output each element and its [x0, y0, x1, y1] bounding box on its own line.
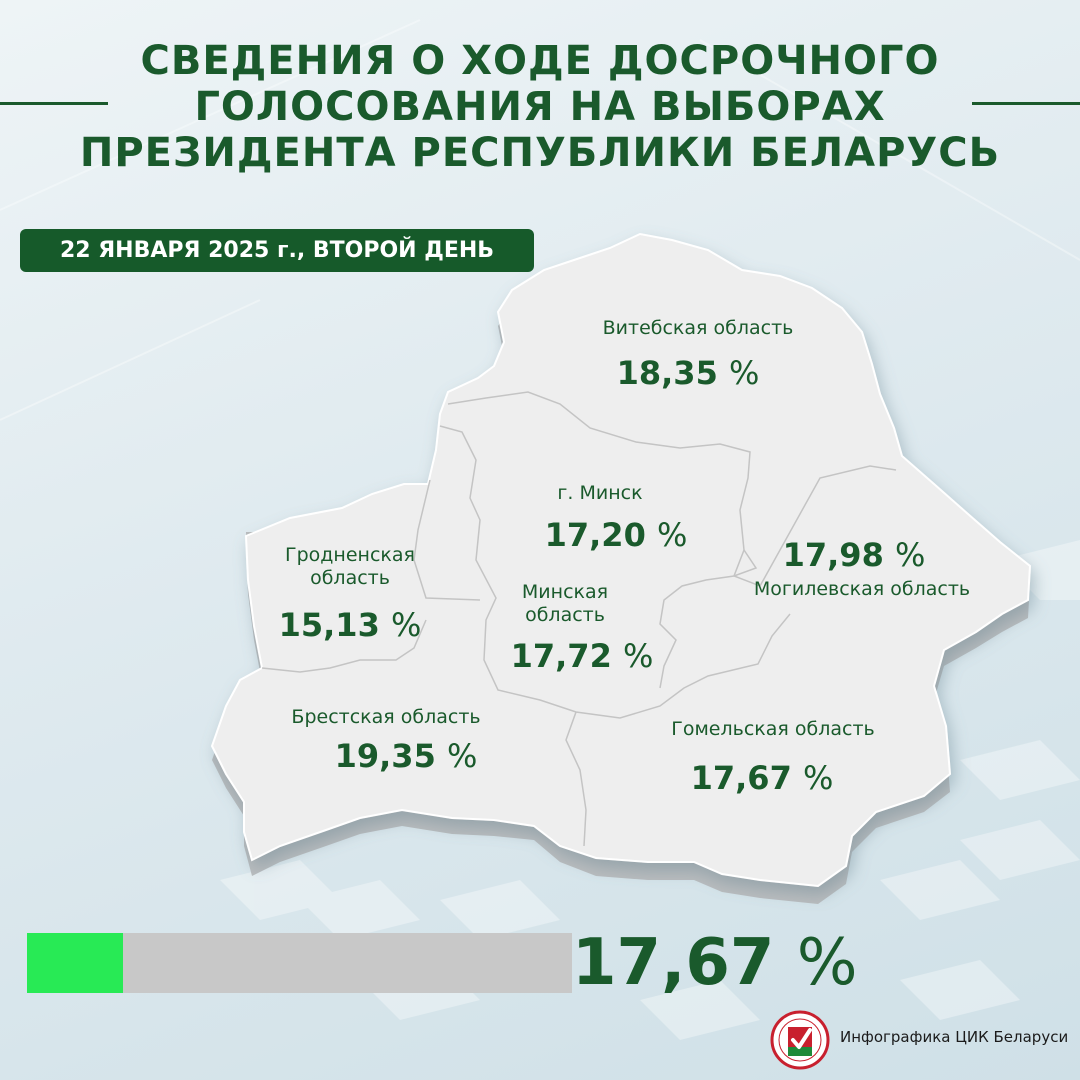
- region-value-minsk-city: 17,20 %: [516, 516, 716, 554]
- percent-sign: %: [622, 637, 654, 675]
- value: 17,67: [572, 926, 775, 1000]
- region-value-grodno: 15,13 %: [250, 606, 450, 644]
- region-value-minsk-region: 17,72 %: [482, 637, 682, 675]
- region-name-minsk-city: г. Минск: [557, 482, 643, 504]
- region-borders: [261, 391, 897, 847]
- title-rule-right: [972, 102, 1080, 105]
- value: 17,72: [510, 637, 612, 675]
- map-land: [210, 232, 1032, 888]
- total-progress-bar: [27, 933, 572, 993]
- percent-sign: %: [390, 606, 422, 644]
- cik-emblem-icon: [770, 1010, 830, 1070]
- region-name-gomel: Гомельская область: [671, 718, 875, 740]
- value: 15,13: [278, 606, 380, 644]
- title-line: ГОЛОСОВАНИЯ НА ВЫБОРАХ: [194, 84, 886, 130]
- title-rule-left: [0, 102, 108, 105]
- region-value-brest: 19,35 %: [306, 737, 506, 775]
- percent-sign: %: [728, 354, 760, 392]
- value: 17,20: [544, 516, 646, 554]
- region-value-gomel: 17,67 %: [662, 759, 862, 797]
- date-badge: 22 ЯНВАРЯ 2025 г., ВТОРОЙ ДЕНЬ: [20, 229, 534, 272]
- region-value-mogilev: 17,98 %: [754, 536, 954, 574]
- percent-sign: %: [656, 516, 688, 554]
- page-title: СВЕДЕНИЯ О ХОДЕ ДОСРОЧНОГО ГОЛОСОВАНИЯ Н…: [0, 38, 1080, 176]
- title-line: СВЕДЕНИЯ О ХОДЕ ДОСРОЧНОГО: [140, 38, 940, 84]
- region-name-mogilev: Могилевская область: [753, 578, 971, 600]
- region-name-grodno-line2: область: [310, 567, 390, 589]
- value: 19,35: [334, 737, 436, 775]
- region-name-brest: Брестская область: [291, 706, 481, 728]
- footer-credit: Инфографика ЦИК Беларуси: [840, 1028, 1069, 1046]
- total-value: 17,67 %: [572, 925, 858, 1001]
- title-line: ПРЕЗИДЕНТА РЕСПУБЛИКИ БЕЛАРУСЬ: [79, 130, 1001, 176]
- value: 17,67: [690, 759, 792, 797]
- value: 17,98: [782, 536, 884, 574]
- region-name-minsk-region-line2: область: [525, 604, 605, 626]
- region-value-vitebsk: 18,35 %: [588, 354, 788, 392]
- total-progress-fill: [27, 933, 124, 993]
- percent-sign: %: [796, 926, 858, 1000]
- percent-sign: %: [894, 536, 926, 574]
- region-name-grodno-line1: Гродненская: [285, 544, 415, 566]
- percent-sign: %: [802, 759, 834, 797]
- region-name-vitebsk: Витебская область: [602, 317, 794, 339]
- region-name-minsk-region-line1: Минская: [521, 581, 609, 603]
- value: 18,35: [616, 354, 718, 392]
- percent-sign: %: [446, 737, 478, 775]
